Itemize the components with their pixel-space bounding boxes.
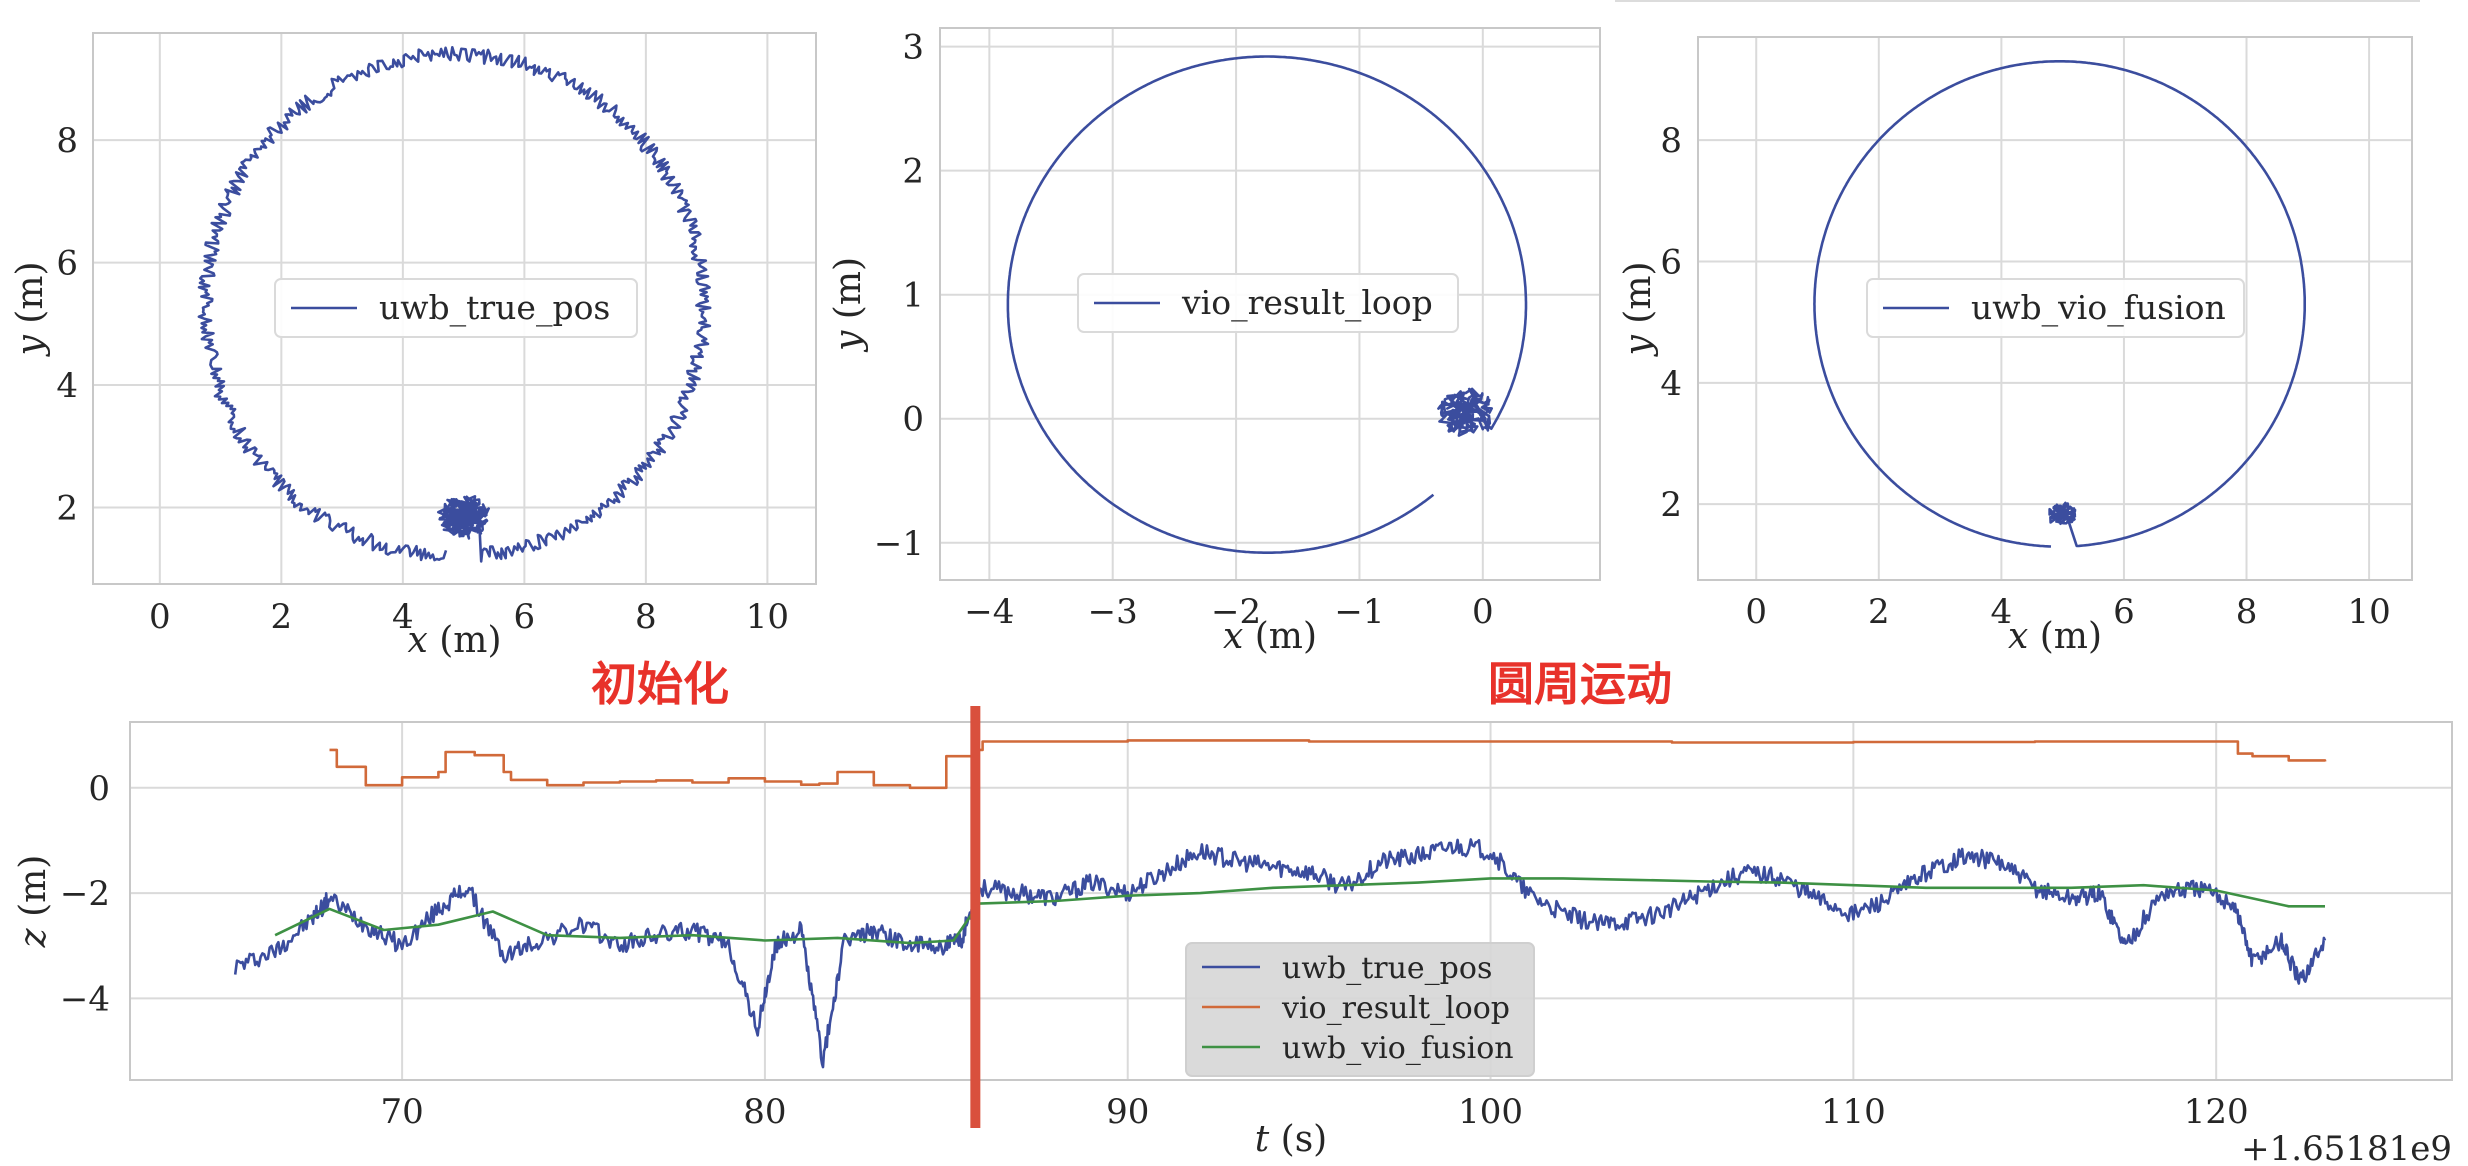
phase-annotation: 初始化: [591, 657, 729, 711]
y-axis-label: y (m): [1618, 261, 1659, 357]
x-tick-label: 10: [746, 597, 789, 637]
x-tick-label: 2: [271, 597, 293, 637]
x-tick-label: 110: [1821, 1092, 1886, 1132]
x-tick-label: −4: [964, 592, 1014, 632]
x-tick-label: 10: [2347, 592, 2390, 632]
x-tick-label: 80: [743, 1092, 786, 1132]
chart-bottom: 70 80 90 100 110 120 −4 −2 0 t (s) z (m) +1.65181e9…: [13, 657, 2453, 1166]
series-line-uwb-true-pos: [197, 46, 712, 563]
x-tick-label: 2: [1868, 592, 1890, 632]
x-axis-label: x (m): [408, 620, 502, 661]
series-group: [1813, 60, 2306, 548]
x-tick-label: −1: [1334, 592, 1384, 632]
series-line-uwb-vio-fusion: [274, 877, 2325, 945]
x-tick-label: 6: [2113, 592, 2135, 632]
x-tick-label: 100: [1458, 1092, 1523, 1132]
x-tick-label: 6: [514, 597, 536, 637]
x-axis-label: x (m): [1223, 616, 1317, 657]
legend-box: [1185, 942, 1535, 1077]
plot-area-frame: [92, 32, 817, 585]
plot-area-frame: [939, 27, 1601, 581]
x-tick-label: 0: [149, 597, 171, 637]
x-tick-label: −3: [1088, 592, 1138, 632]
chart-top-middle: −4 −3 −2 −1 0 −1 0 1 2 3 x (m) y (m) vio_result_loop: [828, 27, 1601, 657]
series-line-vio-result-loop: [1006, 55, 1528, 554]
legend-label: vio_result_loop: [1181, 283, 1433, 323]
legend-box: [274, 278, 638, 338]
y-tick-label: −1: [874, 524, 924, 564]
chart-top-right: 0 2 4 6 8 10 2 4 6 8 x (m) y (m) uwb_vio_fusion: [1618, 36, 2413, 657]
y-axis-label: y (m): [10, 261, 51, 357]
series-group: [233, 739, 2327, 1069]
y-tick-label: 2: [1660, 485, 1682, 525]
x-tick-label: 70: [380, 1092, 423, 1132]
y-tick-label: 1: [902, 276, 924, 316]
y-tick-label: 0: [88, 769, 110, 809]
x-axis-label: x (m): [2008, 616, 2102, 657]
x-tick-label: 4: [392, 597, 414, 637]
y-axis-label: y (m): [828, 257, 869, 353]
legend-label: vio_result_loop: [1281, 991, 1510, 1026]
x-tick-label: 0: [1472, 592, 1494, 632]
x-tick-label: −2: [1211, 592, 1261, 632]
series-line-vio-result-loop: [329, 739, 2327, 790]
series-group: [1006, 55, 1528, 554]
x-tick-label: 120: [2184, 1092, 2249, 1132]
x-offset-text: +1.65181e9: [2241, 1129, 2452, 1166]
legend-label: uwb_vio_fusion: [1971, 288, 2226, 328]
chart-top-left: 0 2 4 6 8 10 2 4 6 8 x (m) y (m) uwb_true_pos: [10, 32, 817, 661]
y-tick-label: −2: [60, 874, 110, 914]
phase-annotation: 圆周运动: [1488, 657, 1672, 711]
y-tick-label: 4: [1660, 364, 1682, 404]
series-line-uwb-vio-fusion: [1813, 60, 2306, 548]
y-tick-label: 8: [1660, 121, 1682, 161]
y-tick-label: 3: [902, 28, 924, 68]
x-tick-label: 8: [2236, 592, 2258, 632]
y-tick-label: 4: [56, 366, 78, 406]
y-tick-label: −4: [60, 979, 110, 1019]
y-tick-label: 2: [56, 488, 78, 528]
legend-label: uwb_true_pos: [379, 288, 610, 328]
y-tick-label: 0: [902, 400, 924, 440]
legend-box: [1866, 278, 2245, 338]
series-line-uwb-true-pos: [233, 838, 2327, 1069]
x-axis-label: t (s): [1255, 1119, 1327, 1160]
y-tick-label: 2: [902, 152, 924, 192]
x-tick-label: 4: [1991, 592, 2013, 632]
x-tick-label: 90: [1106, 1092, 1149, 1132]
y-tick-label: 6: [56, 244, 78, 284]
plot-area-frame: [129, 721, 2453, 1081]
legend-label: uwb_vio_fusion: [1282, 1031, 1514, 1066]
y-axis-label: z (m): [13, 855, 54, 949]
x-tick-label: 8: [635, 597, 657, 637]
x-tick-label: 0: [1745, 592, 1767, 632]
plot-area-frame: [1697, 36, 2413, 581]
series-group: [197, 46, 712, 563]
legend-label: uwb_true_pos: [1282, 951, 1492, 986]
y-tick-label: 8: [56, 121, 78, 161]
y-tick-label: 6: [1660, 242, 1682, 282]
legend-box: [1077, 273, 1459, 333]
